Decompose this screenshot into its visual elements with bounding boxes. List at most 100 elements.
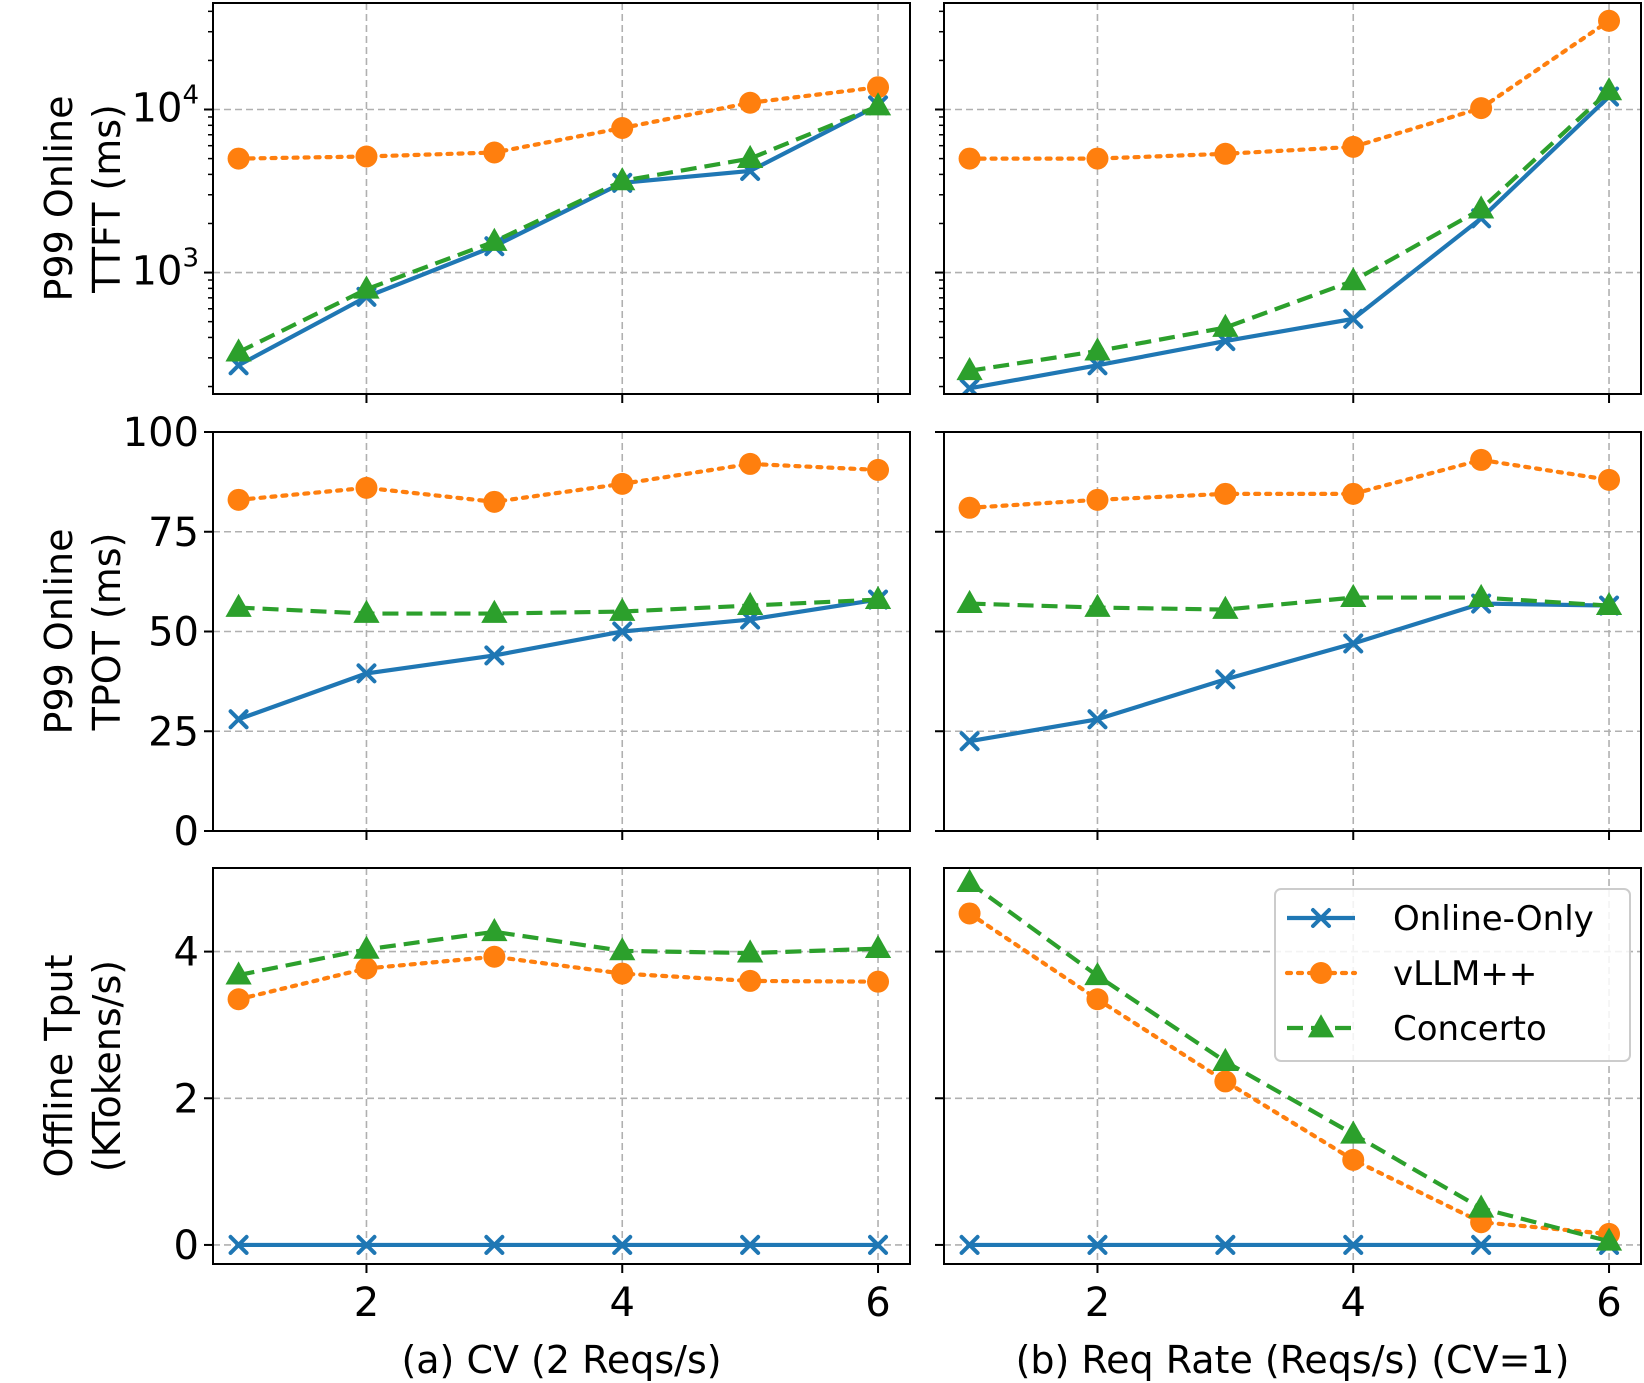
data-point-concerto	[1468, 1194, 1495, 1218]
series-line-concerto	[969, 89, 1611, 373]
data-point-vllm-	[483, 141, 506, 164]
y-tick-label: 103	[132, 244, 199, 295]
series-line-concerto	[968, 880, 1610, 1244]
data-point-vllm-	[1342, 1148, 1365, 1171]
axes-frame	[212, 2, 911, 395]
series-group	[956, 448, 1623, 752]
data-point-vllm-	[611, 472, 634, 495]
y-tick-label: 0	[174, 809, 199, 855]
data-point-vllm-	[227, 488, 250, 511]
legend-marker	[1311, 908, 1331, 928]
y-tick-base: 10	[132, 249, 183, 295]
x-tick-label: 2	[354, 1280, 379, 1326]
data-point-online-only	[1343, 1234, 1364, 1255]
y-axis-label: Offline Tput (KTokens/s)	[37, 954, 129, 1177]
data-point-concerto	[481, 227, 508, 251]
data-point-vllm-	[483, 490, 506, 513]
data-point-vllm-	[1086, 988, 1109, 1011]
data-point-vllm-	[958, 496, 981, 519]
data-point-online-only	[484, 645, 505, 666]
panel-tpot-a: 0 25 50 75 100	[123, 410, 911, 855]
series-line-online-only	[969, 95, 1611, 391]
panel-tput-a: 2 4 6 0 2 4	[174, 867, 911, 1326]
series-group	[225, 76, 892, 376]
y-axis-label: P99 Online TTFT (ms)	[37, 96, 129, 302]
data-point-concerto	[737, 144, 764, 168]
series-line-vllm-	[967, 457, 1612, 510]
data-point-concerto	[481, 918, 508, 942]
y-axis-label-line: (KTokens/s)	[85, 960, 129, 1172]
axes-frame	[943, 431, 1642, 832]
data-point-online-only	[1471, 1234, 1492, 1255]
legend-item-vllm-: vLLM++	[1284, 954, 1537, 994]
data-point-online-only	[484, 1234, 505, 1255]
data-point-concerto	[956, 356, 983, 381]
data-point-concerto	[1595, 77, 1623, 101]
series-line-vllm-	[236, 954, 881, 1002]
data-point-concerto	[1084, 337, 1111, 361]
y-tick-label: 75	[148, 510, 199, 556]
legend-item-online-only: Online-Only	[1287, 899, 1594, 939]
data-point-vllm-	[739, 452, 762, 475]
data-point-online-only	[612, 621, 633, 642]
data-point-concerto	[353, 275, 380, 299]
data-point-online-only	[1343, 308, 1364, 329]
data-point-online-only	[1215, 1234, 1236, 1255]
data-point-concerto	[1468, 583, 1495, 607]
y-tick-label: 104	[132, 81, 199, 132]
series-line-online-only	[237, 103, 879, 368]
data-point-vllm-	[1598, 9, 1621, 32]
data-point-concerto	[609, 167, 636, 191]
series-line-concerto	[237, 104, 879, 355]
data-point-vllm-	[227, 988, 250, 1011]
x-axis-label: (a) CV (2 Reqs/s)	[401, 1338, 721, 1382]
data-point-concerto	[481, 599, 508, 623]
panel-ttft-b	[935, 2, 1642, 403]
data-point-online-only	[228, 1234, 249, 1255]
legend-label: Online-Only	[1393, 899, 1594, 939]
data-point-online-only	[959, 731, 980, 752]
data-point-concerto	[609, 597, 636, 621]
legend-label: Concerto	[1393, 1009, 1547, 1049]
y-tick-label: 50	[148, 610, 199, 656]
data-point-concerto	[1340, 267, 1367, 291]
data-point-concerto	[1595, 1227, 1623, 1251]
data-point-concerto	[956, 589, 983, 613]
x-axis-label: (b) Req Rate (Reqs/s) (CV=1)	[1016, 1338, 1570, 1382]
legend-label: vLLM++	[1393, 954, 1537, 994]
data-point-concerto	[225, 961, 252, 985]
x-tick-label: 6	[1596, 1280, 1621, 1326]
series-line-vllm-	[967, 18, 1612, 161]
series-line-vllm-	[236, 85, 881, 161]
data-point-vllm-	[355, 476, 378, 499]
y-axis-label: P99 Online TPOT (ms)	[37, 529, 129, 735]
data-point-online-only	[1215, 669, 1236, 690]
data-point-vllm-	[1342, 482, 1365, 505]
y-tick-exponent: 4	[182, 81, 199, 111]
series-group	[956, 868, 1623, 1255]
data-point-vllm-	[1470, 448, 1493, 471]
x-tick-label: 6	[865, 1280, 890, 1326]
data-point-concerto	[737, 591, 764, 615]
series-line-concerto	[238, 597, 879, 616]
panel-tpot-b	[935, 431, 1642, 840]
data-point-online-only	[1087, 1234, 1108, 1255]
x-tick-label: 2	[1085, 1280, 1110, 1326]
y-axis-label-line: P99 Online	[37, 529, 81, 735]
data-point-vllm-	[1470, 97, 1493, 120]
data-point-concerto	[1468, 195, 1495, 219]
series-line-vllm-	[967, 911, 1612, 1237]
data-point-online-only	[356, 663, 377, 684]
data-point-online-only	[1343, 633, 1364, 654]
y-tick-exponent: 3	[182, 244, 199, 274]
y-axis-label-line: P99 Online	[37, 96, 81, 302]
data-point-vllm-	[958, 147, 981, 170]
series-group	[225, 918, 892, 1255]
x-tick-label: 4	[610, 1280, 635, 1326]
data-point-concerto	[609, 937, 636, 961]
data-point-concerto	[225, 593, 252, 617]
legend-marker	[1307, 1014, 1335, 1038]
data-point-vllm-	[1214, 142, 1237, 165]
panel-tput-b: 2 4 6	[935, 867, 1642, 1326]
